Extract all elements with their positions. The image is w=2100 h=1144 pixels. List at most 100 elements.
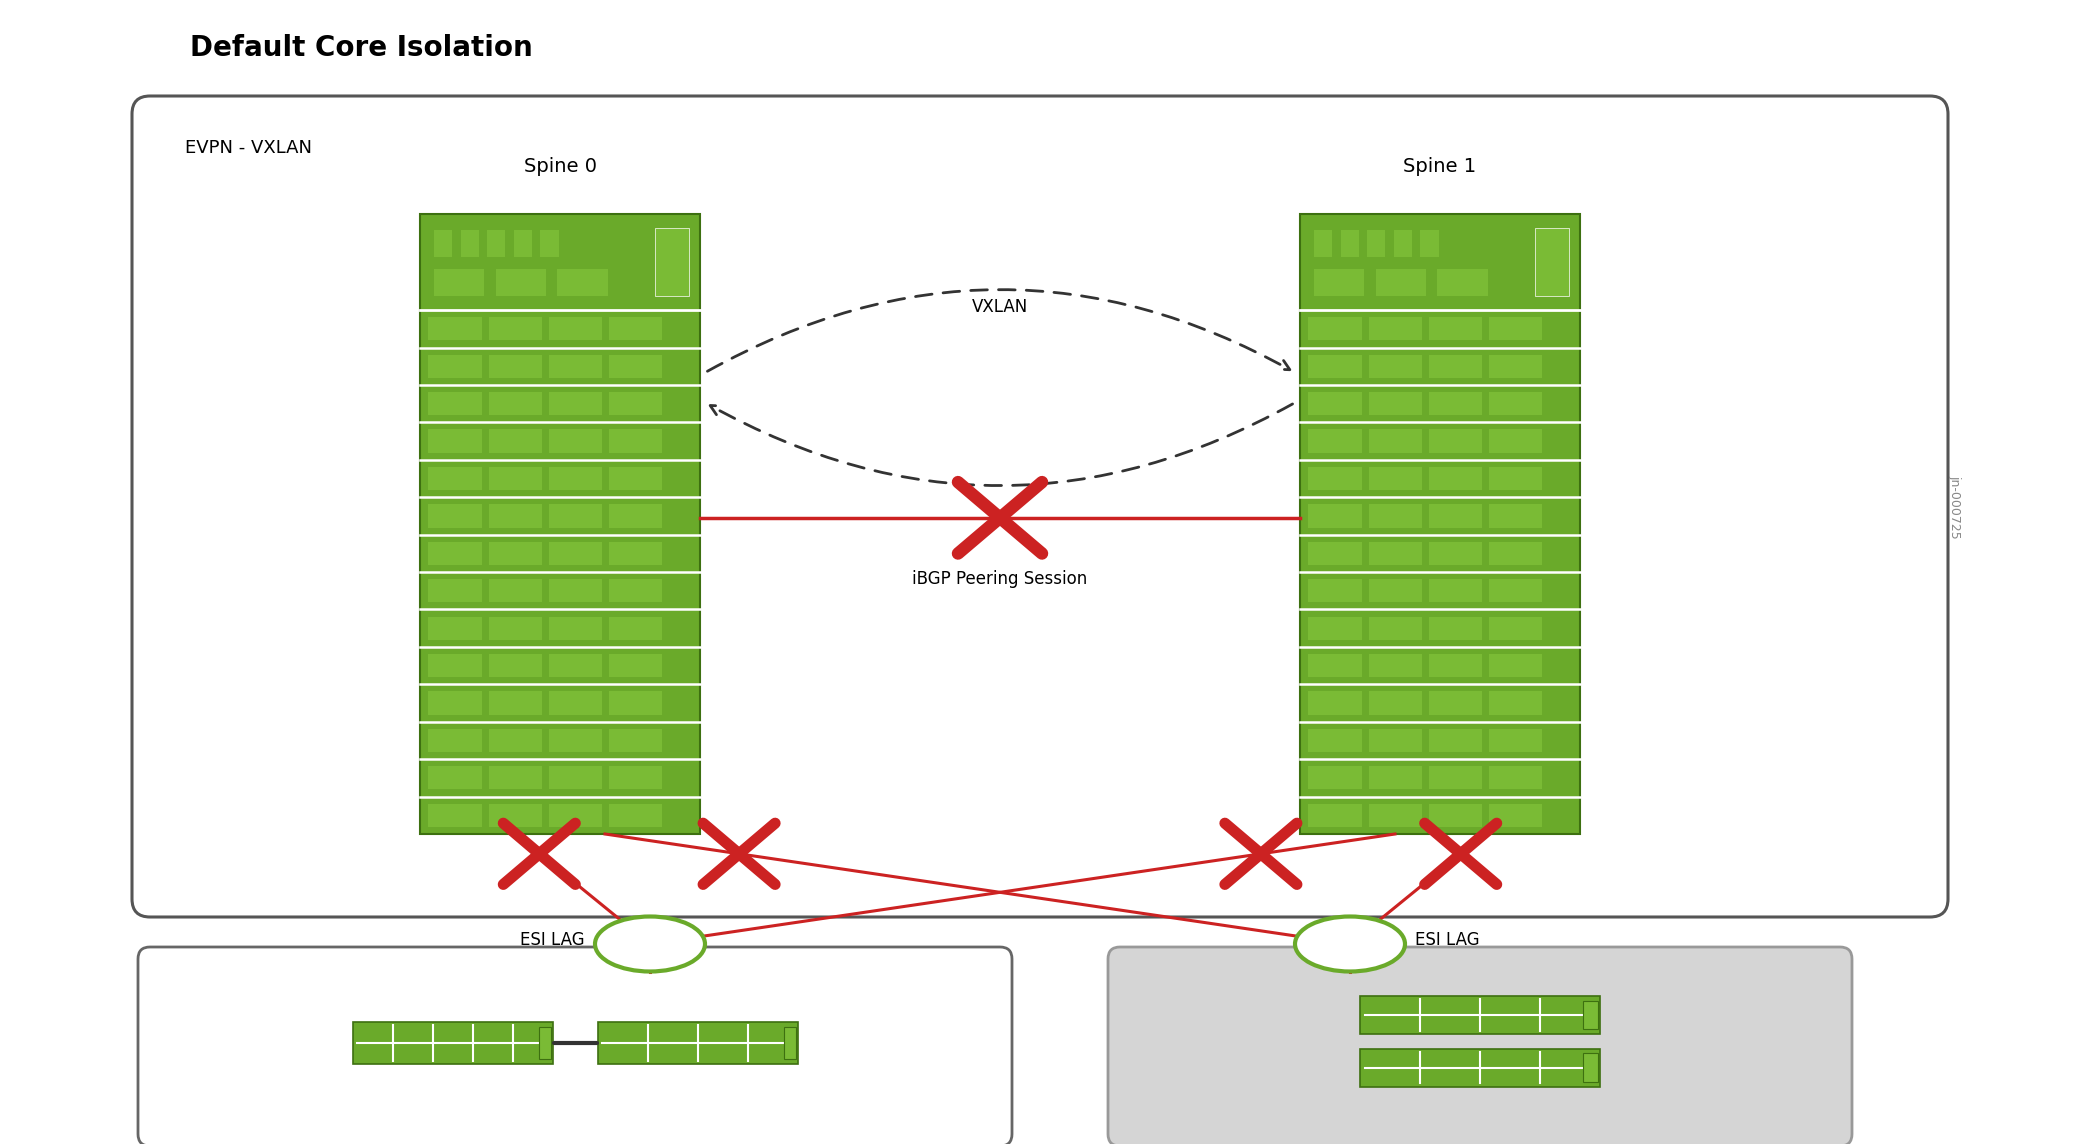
FancyBboxPatch shape <box>1535 229 1569 295</box>
FancyBboxPatch shape <box>609 317 662 341</box>
FancyBboxPatch shape <box>428 691 481 715</box>
FancyBboxPatch shape <box>609 729 662 752</box>
FancyBboxPatch shape <box>548 691 603 715</box>
FancyBboxPatch shape <box>1315 230 1331 257</box>
FancyBboxPatch shape <box>435 269 485 295</box>
FancyBboxPatch shape <box>548 429 603 453</box>
FancyBboxPatch shape <box>548 355 603 378</box>
FancyBboxPatch shape <box>1109 947 1852 1144</box>
FancyBboxPatch shape <box>1489 579 1541 603</box>
Text: EVPN - VXLAN: EVPN - VXLAN <box>185 140 313 157</box>
FancyBboxPatch shape <box>609 579 662 603</box>
Text: Spine 0: Spine 0 <box>523 157 596 176</box>
FancyBboxPatch shape <box>1308 542 1361 565</box>
FancyBboxPatch shape <box>1489 766 1541 789</box>
FancyBboxPatch shape <box>540 230 559 257</box>
Ellipse shape <box>594 916 706 971</box>
FancyBboxPatch shape <box>1489 429 1541 453</box>
FancyBboxPatch shape <box>548 729 603 752</box>
FancyBboxPatch shape <box>1583 1001 1598 1030</box>
FancyBboxPatch shape <box>548 505 603 527</box>
FancyBboxPatch shape <box>655 229 689 295</box>
FancyBboxPatch shape <box>489 505 542 527</box>
FancyBboxPatch shape <box>428 729 481 752</box>
FancyBboxPatch shape <box>1428 542 1483 565</box>
Ellipse shape <box>1296 916 1405 971</box>
FancyBboxPatch shape <box>609 355 662 378</box>
FancyBboxPatch shape <box>489 691 542 715</box>
FancyBboxPatch shape <box>1369 729 1422 752</box>
FancyBboxPatch shape <box>609 467 662 490</box>
FancyBboxPatch shape <box>609 505 662 527</box>
FancyBboxPatch shape <box>1308 579 1361 603</box>
FancyBboxPatch shape <box>1428 804 1483 827</box>
FancyBboxPatch shape <box>353 1022 552 1064</box>
FancyBboxPatch shape <box>1489 467 1541 490</box>
FancyBboxPatch shape <box>1308 429 1361 453</box>
FancyBboxPatch shape <box>1369 392 1422 415</box>
Text: jn-000725: jn-000725 <box>1949 475 1961 539</box>
FancyBboxPatch shape <box>489 317 542 341</box>
FancyBboxPatch shape <box>1369 766 1422 789</box>
FancyBboxPatch shape <box>420 214 699 834</box>
FancyBboxPatch shape <box>489 766 542 789</box>
FancyBboxPatch shape <box>428 392 481 415</box>
FancyBboxPatch shape <box>1583 1054 1598 1082</box>
FancyBboxPatch shape <box>1489 505 1541 527</box>
FancyBboxPatch shape <box>1308 729 1361 752</box>
FancyBboxPatch shape <box>489 355 542 378</box>
FancyBboxPatch shape <box>1428 691 1483 715</box>
Text: Virtual Chassis: Virtual Chassis <box>1413 1107 1546 1125</box>
FancyBboxPatch shape <box>1308 505 1361 527</box>
FancyBboxPatch shape <box>489 617 542 639</box>
FancyBboxPatch shape <box>1369 355 1422 378</box>
FancyBboxPatch shape <box>1300 214 1579 834</box>
FancyBboxPatch shape <box>1361 996 1600 1034</box>
FancyBboxPatch shape <box>139 947 1012 1144</box>
FancyBboxPatch shape <box>1489 355 1541 378</box>
FancyBboxPatch shape <box>489 467 542 490</box>
FancyBboxPatch shape <box>1361 1049 1600 1087</box>
FancyBboxPatch shape <box>1315 269 1365 295</box>
FancyBboxPatch shape <box>1428 654 1483 677</box>
FancyBboxPatch shape <box>1489 542 1541 565</box>
FancyBboxPatch shape <box>489 654 542 677</box>
FancyBboxPatch shape <box>1428 729 1483 752</box>
FancyBboxPatch shape <box>1369 579 1422 603</box>
Text: ESI LAG: ESI LAG <box>521 931 586 950</box>
FancyBboxPatch shape <box>548 467 603 490</box>
FancyBboxPatch shape <box>1308 691 1361 715</box>
FancyBboxPatch shape <box>548 654 603 677</box>
Text: QFX5110: QFX5110 <box>533 1072 615 1090</box>
FancyBboxPatch shape <box>489 579 542 603</box>
FancyBboxPatch shape <box>428 542 481 565</box>
FancyBboxPatch shape <box>1436 269 1487 295</box>
FancyBboxPatch shape <box>1308 317 1361 341</box>
FancyBboxPatch shape <box>1428 429 1483 453</box>
FancyBboxPatch shape <box>1489 691 1541 715</box>
FancyBboxPatch shape <box>1489 617 1541 639</box>
FancyBboxPatch shape <box>538 1027 550 1058</box>
FancyBboxPatch shape <box>1369 467 1422 490</box>
FancyBboxPatch shape <box>428 617 481 639</box>
FancyBboxPatch shape <box>548 392 603 415</box>
FancyBboxPatch shape <box>548 317 603 341</box>
FancyBboxPatch shape <box>1369 542 1422 565</box>
FancyBboxPatch shape <box>609 804 662 827</box>
Text: iBGP Peering Session: iBGP Peering Session <box>911 570 1088 588</box>
FancyBboxPatch shape <box>548 579 603 603</box>
FancyBboxPatch shape <box>489 804 542 827</box>
FancyBboxPatch shape <box>609 691 662 715</box>
FancyBboxPatch shape <box>489 542 542 565</box>
FancyBboxPatch shape <box>609 766 662 789</box>
FancyBboxPatch shape <box>1369 505 1422 527</box>
FancyBboxPatch shape <box>1369 691 1422 715</box>
FancyBboxPatch shape <box>548 617 603 639</box>
FancyBboxPatch shape <box>1369 317 1422 341</box>
FancyBboxPatch shape <box>489 729 542 752</box>
FancyBboxPatch shape <box>460 230 479 257</box>
FancyBboxPatch shape <box>428 654 481 677</box>
FancyBboxPatch shape <box>1369 804 1422 827</box>
FancyBboxPatch shape <box>1428 392 1483 415</box>
FancyBboxPatch shape <box>1308 467 1361 490</box>
